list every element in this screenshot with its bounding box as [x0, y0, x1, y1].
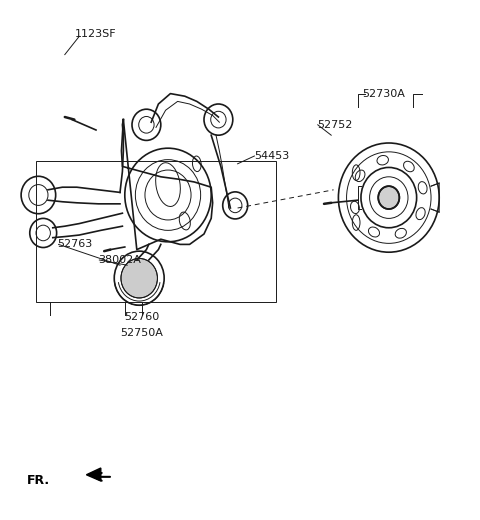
Text: 52752: 52752 — [317, 120, 352, 130]
Text: 52763: 52763 — [58, 239, 93, 250]
Text: 52730A: 52730A — [362, 88, 405, 99]
Text: 52750A: 52750A — [120, 328, 163, 338]
Text: 38002A: 38002A — [98, 255, 141, 265]
Text: 1123SF: 1123SF — [74, 29, 116, 39]
Text: 52760: 52760 — [124, 312, 159, 322]
Circle shape — [378, 186, 399, 209]
Circle shape — [121, 258, 157, 298]
Text: 54453: 54453 — [254, 151, 289, 161]
Text: FR.: FR. — [26, 474, 49, 488]
Bar — [36, 161, 276, 302]
Polygon shape — [86, 468, 101, 481]
